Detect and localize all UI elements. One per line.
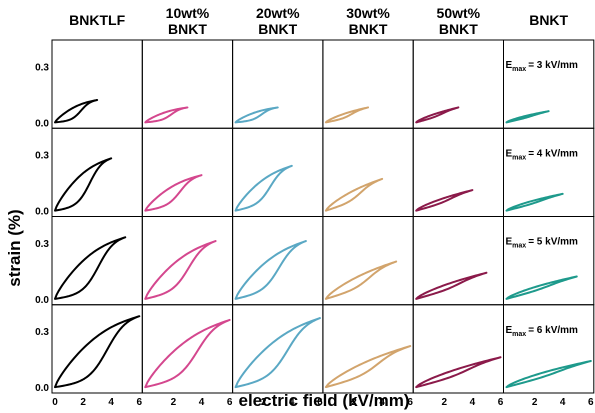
x-tick-label: 6 <box>588 397 594 408</box>
panel-frame <box>322 216 414 306</box>
x-tick-label: 6 <box>227 397 233 408</box>
strain-loop <box>324 345 412 389</box>
column-titles: BNKTLF 10wt%BNKT20wt%BNKT30wt%BNKT50wt%BN… <box>69 5 568 37</box>
y-tick-label: 0.3 <box>35 62 49 73</box>
panel-frame <box>232 216 324 306</box>
panel-frame <box>232 304 324 394</box>
panel-frame <box>51 216 143 306</box>
x-tick-label: 4 <box>560 397 566 408</box>
y-tick-label: 0.0 <box>35 383 49 394</box>
strain-loop <box>144 318 231 389</box>
x-tick-labels: 0 2 4 6 2 4 6 2 4 6 2 4 6 2 4 6 2 4 6 <box>52 397 594 408</box>
panel-frame <box>322 39 414 129</box>
x-tick-label: 6 <box>407 397 413 408</box>
column-title: BNKT <box>529 12 568 28</box>
column-title: BNKTLF <box>69 12 125 28</box>
strain-loop <box>415 189 474 212</box>
panel-frame <box>141 216 234 306</box>
panel-frame <box>503 304 595 394</box>
y-tick-label: 0.3 <box>35 151 49 162</box>
panel-frame <box>322 127 414 217</box>
emax-annotation: Emax = 6 kV/mm <box>506 325 579 338</box>
y-tick-label: 0.3 <box>35 239 49 250</box>
panel-frame <box>503 216 595 306</box>
strain-loop <box>324 260 398 300</box>
column-title: 50wt% <box>437 5 481 21</box>
panel-frame <box>141 127 234 217</box>
y-tick-label: 0.0 <box>35 118 49 129</box>
emax-annotation: Emax = 5 kV/mm <box>506 237 579 250</box>
y-axis-label: strain (%) <box>5 209 24 286</box>
y-tick-label: 0.3 <box>35 327 49 338</box>
x-tick-label: 4 <box>289 397 295 408</box>
strain-loop <box>234 106 279 124</box>
strain-loop <box>54 157 113 212</box>
panel-frame <box>51 39 143 129</box>
x-tick-label: 2 <box>351 397 357 408</box>
strain-loop <box>324 106 370 124</box>
x-tick-label: 2 <box>532 397 538 408</box>
x-tick-label: 6 <box>317 397 323 408</box>
panel-frame <box>51 127 143 217</box>
strain-loop <box>54 98 99 124</box>
strain-loop <box>324 177 384 212</box>
emax-annotation: Emax = 4 kV/mm <box>506 148 579 161</box>
x-tick-label: 0 <box>52 397 58 408</box>
y-tick-labels: 0.0 0.3 0.0 0.3 0.0 0.3 0.0 0.3 <box>35 62 49 394</box>
x-tick-label: 2 <box>171 397 177 408</box>
strain-loop <box>54 315 141 389</box>
column-title: 10wt% <box>166 5 210 21</box>
panel-frame <box>412 127 505 217</box>
emax-annotation: Emax = 3 kV/mm <box>506 60 579 73</box>
panel-grid: Emax = 3 kV/mm Emax = 4 kV/mm Emax = 5 kV/mm E… <box>51 39 595 394</box>
panel-frame <box>412 39 505 129</box>
x-tick-label: 2 <box>261 397 267 408</box>
strain-loop <box>415 271 488 300</box>
x-tick-label: 6 <box>137 397 143 408</box>
x-axis-label: electric field (kV/mm) <box>238 391 409 410</box>
x-tick-label: 4 <box>108 397 114 408</box>
y-tick-label: 0.0 <box>35 207 49 218</box>
column-title: BNKT <box>258 21 297 37</box>
x-tick-label: 2 <box>442 397 448 408</box>
panel-frame <box>141 304 234 394</box>
column-title: 30wt% <box>346 5 390 21</box>
strain-loop <box>415 356 502 389</box>
strain-loop <box>234 240 307 300</box>
strain-loop <box>505 360 592 389</box>
strain-loop <box>505 110 550 124</box>
panel-frame <box>232 127 324 217</box>
strain-loop <box>144 174 203 212</box>
panel-frame <box>503 39 595 129</box>
strain-loop <box>54 236 127 300</box>
strain-loop <box>234 164 293 212</box>
column-title: 20wt% <box>256 5 300 21</box>
column-title: BNKT <box>439 21 478 37</box>
x-tick-label: 2 <box>80 397 86 408</box>
strain-loop <box>144 240 217 300</box>
x-tick-label: 4 <box>199 397 205 408</box>
x-tick-label: 4 <box>470 397 476 408</box>
strain-loop <box>144 106 189 124</box>
panel-frame <box>51 304 143 394</box>
strain-loop <box>234 317 321 389</box>
column-title: BNKT <box>168 21 207 37</box>
column-title: BNKT <box>349 21 388 37</box>
x-tick-label: 4 <box>379 397 385 408</box>
strain-loop <box>505 275 578 300</box>
panel-frame <box>503 127 595 217</box>
y-tick-label: 0.0 <box>35 295 49 306</box>
strain-loop <box>415 106 460 124</box>
strain-loop <box>505 192 564 212</box>
x-tick-label: 6 <box>498 397 504 408</box>
